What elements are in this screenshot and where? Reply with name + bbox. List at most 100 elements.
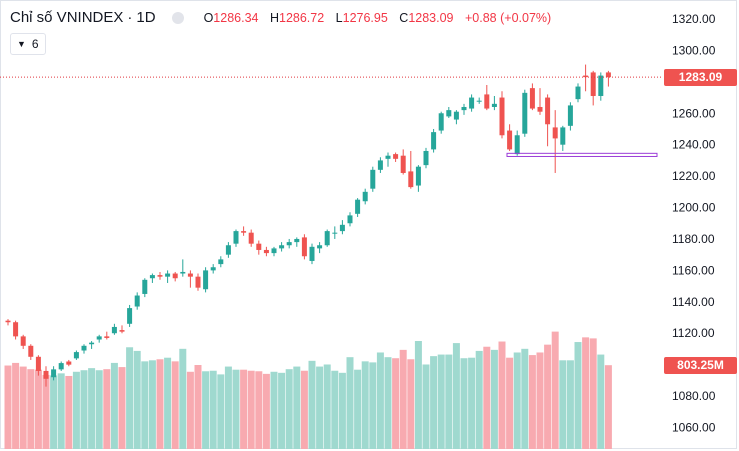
volume-bar (506, 357, 514, 449)
volume-bar (103, 369, 111, 449)
candle-body (545, 97, 551, 125)
volume-bar (57, 373, 65, 449)
volume-bar (430, 356, 438, 449)
volume-bar (452, 343, 460, 449)
candle-body (423, 150, 429, 166)
candle-body (127, 308, 133, 324)
volume-bar (88, 368, 96, 449)
candle-body (43, 370, 49, 379)
candle-body (400, 155, 406, 173)
candle-body (575, 86, 581, 100)
volume-bar (80, 370, 88, 449)
candle-body (51, 369, 57, 378)
symbol-title[interactable]: Chỉ số VNINDEX (10, 9, 124, 26)
candle-body (172, 273, 178, 279)
volume-bar (217, 374, 225, 449)
candle-body (203, 270, 209, 290)
price-tick-label: 1300.00 (672, 43, 716, 57)
volume-bar (437, 354, 445, 449)
volume-bar (392, 358, 400, 449)
volume-bar (521, 348, 529, 449)
low-key: L (335, 10, 343, 25)
high-value: 1286.72 (279, 10, 325, 25)
interval-label[interactable]: 1D (136, 9, 156, 26)
candle-body (180, 271, 186, 274)
volume-bar (300, 370, 308, 449)
volume-bar (293, 366, 301, 449)
volume-bar (528, 355, 536, 449)
candle-body (529, 88, 535, 109)
price-tick-label: 1080.00 (672, 389, 716, 403)
indicators-toggle-button[interactable]: ▼ 6 (10, 33, 46, 55)
volume-bar (308, 360, 316, 449)
indicator-count: 6 (31, 37, 39, 51)
volume-bar (475, 350, 483, 449)
volume-bar (110, 362, 118, 449)
candle-body (446, 110, 452, 117)
candle-body (339, 224, 345, 232)
candle-layer (5, 64, 611, 387)
candle-body (362, 191, 368, 202)
candle-body (5, 320, 11, 323)
candle-body (35, 356, 41, 371)
volume-bar (574, 342, 582, 449)
volume-bar (445, 354, 453, 449)
volume-bar (72, 371, 80, 449)
volume-bar (126, 347, 134, 449)
candle-body (104, 336, 110, 338)
volume-bar (27, 369, 35, 449)
volume-bar (141, 361, 149, 449)
volume-bar (544, 344, 552, 449)
volume-bar (209, 370, 217, 449)
volume-bar (285, 369, 293, 449)
chevron-down-icon: ▼ (17, 39, 26, 49)
candle-body (248, 232, 254, 244)
volume-bar (399, 349, 407, 449)
candle-body (233, 231, 239, 244)
candle-body (469, 97, 475, 109)
candle-body (301, 237, 307, 257)
market-status-dot-icon (171, 11, 184, 24)
volume-bar (597, 354, 605, 449)
volume-bar (566, 360, 574, 449)
volume-bar (582, 337, 590, 449)
price-tick-label: 1060.00 (672, 421, 716, 435)
price-tick-label: 1120.00 (672, 326, 715, 340)
candle-body (210, 267, 216, 271)
volume-bar (422, 364, 430, 449)
volume-bar (247, 370, 255, 449)
volume-bar (133, 350, 141, 449)
candle-body (377, 160, 383, 170)
close-value: 1283.09 (408, 10, 454, 25)
volume-bar (316, 366, 324, 449)
candle-body (256, 243, 262, 250)
candle-body (317, 245, 323, 249)
candle-body (438, 113, 444, 131)
volume-bar (369, 362, 377, 449)
candle-body (355, 199, 361, 214)
candle-body (431, 132, 437, 150)
volume-bar (483, 346, 491, 449)
candle-body (598, 75, 604, 96)
candle-body (294, 238, 300, 243)
volume-bar (536, 352, 544, 449)
candle-body (271, 248, 277, 254)
candle-body (28, 345, 34, 357)
volume-bar (232, 369, 240, 449)
volume-bar (50, 375, 58, 449)
last-volume-label: 803.25M (664, 356, 737, 374)
volume-bar (278, 372, 286, 449)
volume-bar (224, 366, 232, 449)
candle-body (522, 92, 528, 134)
low-value: 1276.95 (342, 10, 388, 25)
candle-body (514, 135, 520, 155)
candle-body (187, 273, 193, 277)
change-value: +0.88 (+0.07%) (465, 10, 552, 25)
volume-bar (331, 370, 339, 449)
price-tick-label: 1220.00 (672, 169, 716, 183)
volume-bar (95, 370, 103, 449)
candle-body (453, 111, 459, 120)
volume-bar (460, 358, 468, 449)
volume-bar (164, 357, 172, 449)
